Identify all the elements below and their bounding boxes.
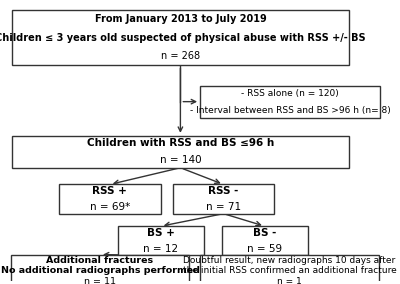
Text: Children with RSS and BS ≤96 h: Children with RSS and BS ≤96 h: [87, 138, 274, 148]
Text: the initial RSS confirmed an additional fracture: the initial RSS confirmed an additional …: [182, 266, 396, 275]
Text: n = 140: n = 140: [160, 155, 201, 165]
Text: n = 268: n = 268: [161, 51, 200, 61]
Text: No additional radiographs performed: No additional radiographs performed: [1, 266, 200, 275]
Text: BS -: BS -: [253, 228, 276, 238]
FancyBboxPatch shape: [200, 86, 380, 118]
Text: Doubtful result, new radiographs 10 days after: Doubtful result, new radiographs 10 days…: [183, 256, 396, 264]
FancyBboxPatch shape: [11, 254, 189, 284]
Text: n = 11: n = 11: [84, 277, 116, 284]
Text: Children ≤ 3 years old suspected of physical abuse with RSS +/- BS: Children ≤ 3 years old suspected of phys…: [0, 33, 366, 43]
FancyBboxPatch shape: [222, 226, 308, 255]
FancyBboxPatch shape: [118, 226, 204, 255]
FancyBboxPatch shape: [12, 136, 349, 168]
Text: - RSS alone (n = 120): - RSS alone (n = 120): [241, 89, 339, 97]
Text: From January 2013 to July 2019: From January 2013 to July 2019: [94, 14, 266, 24]
Text: RSS +: RSS +: [92, 186, 127, 196]
Text: n = 12: n = 12: [143, 244, 178, 254]
Text: n = 1: n = 1: [277, 277, 302, 284]
Text: n = 69*: n = 69*: [90, 202, 130, 212]
FancyBboxPatch shape: [200, 254, 378, 284]
Text: - Interval between RSS and BS >96 h (n= 8): - Interval between RSS and BS >96 h (n= …: [190, 106, 390, 115]
Text: n = 71: n = 71: [206, 202, 241, 212]
FancyBboxPatch shape: [12, 10, 349, 65]
Text: Additional fractures: Additional fractures: [46, 256, 154, 264]
Text: n = 59: n = 59: [247, 244, 282, 254]
Text: BS +: BS +: [147, 228, 175, 238]
FancyBboxPatch shape: [59, 184, 161, 214]
Text: RSS -: RSS -: [208, 186, 239, 196]
FancyBboxPatch shape: [172, 184, 274, 214]
